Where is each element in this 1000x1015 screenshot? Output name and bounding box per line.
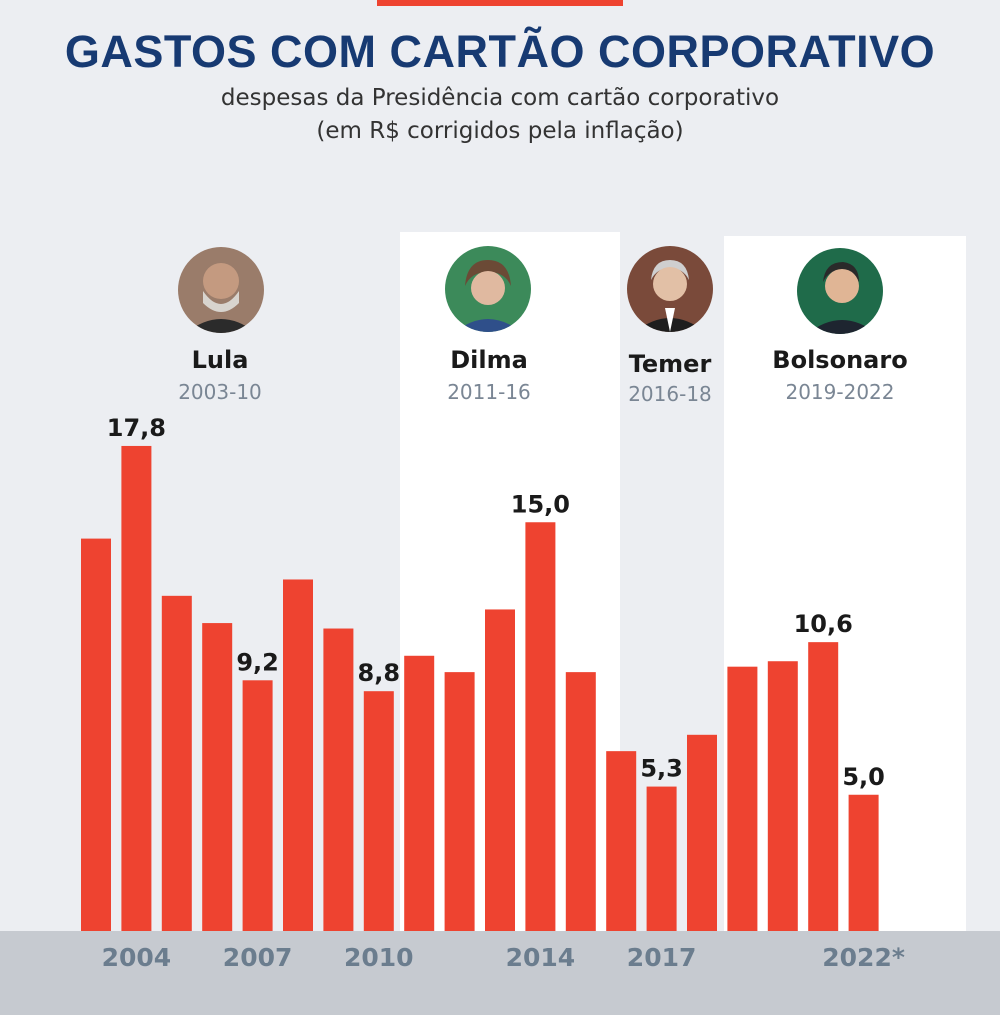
chart-title: GASTOS COM CARTÃO CORPORATIVO [64,26,936,77]
dilma-portrait-icon [445,246,531,332]
bar-2013 [485,609,515,931]
bar-2011 [404,655,435,931]
bar-2022* [848,794,879,931]
x-tick-label-2022*: 2022* [822,943,905,972]
bar-2007 [242,680,273,931]
data-label-2021: 10,6 [794,610,853,638]
term-band-bolsonaro [724,236,966,932]
bar-2018 [687,734,717,931]
data-label-2022*: 5,0 [842,763,885,791]
president-term-bolsonaro: 2019-2022 [785,380,895,404]
chart-subtitle-line2: (em R$ corrigidos pela inflação) [316,118,684,144]
x-tick-label-2007: 2007 [223,943,293,972]
x-tick-label-2010: 2010 [344,943,414,972]
president-name-lula: Lula [191,346,249,374]
bar-2006 [202,623,233,931]
chart-subtitle-line1: despesas da Presidência com cartão corpo… [220,85,780,111]
president-name-temer: Temer [628,350,712,378]
bar-2003 [81,538,111,931]
president-name-bolsonaro: Bolsonaro [772,346,908,374]
x-axis-strip [0,931,1000,1015]
bar-2012 [444,672,475,931]
bar-2021 [808,642,839,931]
x-tick-label-2004: 2004 [102,943,172,972]
bar-2010 [363,691,394,931]
data-label-2004: 17,8 [107,414,166,442]
president-term-dilma: 2011-16 [447,380,531,404]
temer-portrait-icon [627,246,713,332]
bar-2015 [565,672,596,931]
bar-2004 [121,445,152,931]
bar-2005 [161,595,192,931]
data-label-2007: 9,2 [236,648,279,676]
bolsonaro-portrait-icon [797,248,883,334]
data-label-2010: 8,8 [358,659,401,687]
president-term-lula: 2003-10 [178,380,262,404]
bar-2008 [283,579,313,931]
bar-2020 [767,661,798,931]
bar-2014 [525,522,556,931]
bar-2019 [727,666,758,931]
data-label-2017: 5,3 [640,755,683,783]
lula-portrait-icon [178,247,264,333]
bar-2009 [323,628,354,931]
bar-2017 [646,786,677,931]
president-term-temer: 2016-18 [628,382,712,406]
data-label-2014: 15,0 [511,490,570,518]
x-tick-label-2014: 2014 [506,943,576,972]
x-tick-label-2017: 2017 [627,943,697,972]
top-accent-bar [377,0,623,6]
bar-2016 [606,751,637,931]
president-name-dilma: Dilma [450,346,528,374]
